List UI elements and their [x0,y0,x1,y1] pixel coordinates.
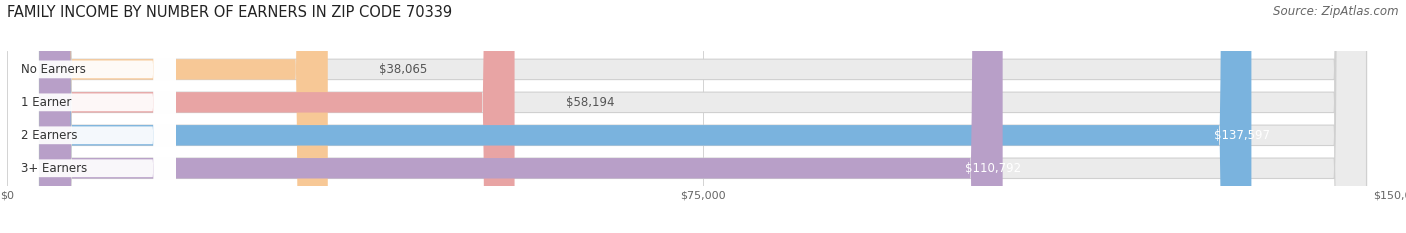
Text: FAMILY INCOME BY NUMBER OF EARNERS IN ZIP CODE 70339: FAMILY INCOME BY NUMBER OF EARNERS IN ZI… [7,5,453,20]
Text: 2 Earners: 2 Earners [21,129,77,142]
FancyBboxPatch shape [39,0,1251,233]
Text: Source: ZipAtlas.com: Source: ZipAtlas.com [1274,5,1399,18]
FancyBboxPatch shape [39,0,515,233]
FancyBboxPatch shape [39,0,1367,233]
Text: $137,597: $137,597 [1213,129,1270,142]
FancyBboxPatch shape [8,0,176,233]
FancyBboxPatch shape [39,0,1367,233]
FancyBboxPatch shape [39,0,1002,233]
Text: $58,194: $58,194 [565,96,614,109]
FancyBboxPatch shape [8,0,176,233]
FancyBboxPatch shape [39,0,1367,233]
Text: 1 Earner: 1 Earner [21,96,72,109]
FancyBboxPatch shape [39,0,1367,233]
FancyBboxPatch shape [39,0,328,233]
FancyBboxPatch shape [8,0,176,233]
Text: $110,792: $110,792 [965,162,1021,175]
Text: 3+ Earners: 3+ Earners [21,162,87,175]
Text: No Earners: No Earners [21,63,86,76]
Text: $38,065: $38,065 [378,63,427,76]
FancyBboxPatch shape [8,0,176,233]
